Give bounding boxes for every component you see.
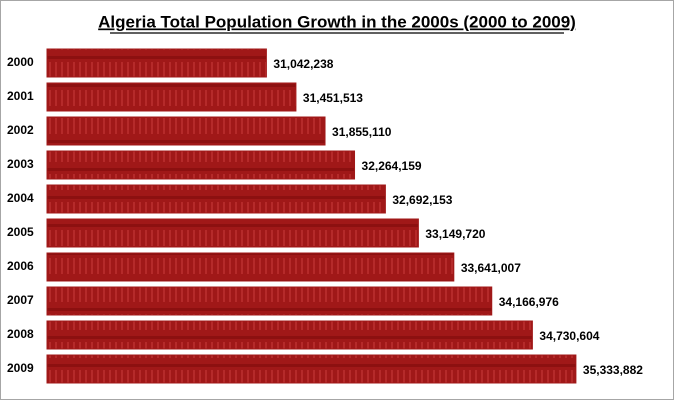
- y-tick-label: 2004: [7, 191, 34, 205]
- data-label: 31,855,110: [332, 125, 392, 139]
- data-label: 33,641,007: [461, 261, 521, 275]
- data-label: 31,451,513: [303, 91, 363, 105]
- bar: [46, 252, 455, 282]
- data-label: 35,333,882: [583, 363, 643, 377]
- chart-title: Algeria Total Population Growth in the 2…: [98, 12, 576, 31]
- y-tick-label: 2001: [7, 89, 34, 103]
- bar: [46, 48, 267, 78]
- y-tick-label: 2000: [7, 55, 34, 69]
- bar: [46, 82, 297, 112]
- data-label: 31,042,238: [273, 57, 333, 71]
- y-tick-label: 2003: [7, 157, 34, 171]
- bar: [46, 184, 386, 214]
- y-tick-label: 2009: [7, 361, 34, 375]
- y-tick-label: 2008: [7, 327, 34, 341]
- y-tick-label: 2002: [7, 123, 34, 137]
- y-tick-label: 2006: [7, 259, 34, 273]
- y-tick-label: 2005: [7, 225, 34, 239]
- y-tick-label: 2007: [7, 293, 34, 307]
- bar: [46, 150, 356, 180]
- data-label: 32,692,153: [392, 193, 452, 207]
- data-label: 34,166,976: [499, 295, 559, 309]
- bar: [46, 116, 326, 146]
- data-label: 34,730,604: [539, 329, 599, 343]
- bar: [46, 354, 577, 384]
- bar: [46, 286, 493, 316]
- bar: [46, 320, 533, 350]
- data-label: 32,264,159: [362, 159, 422, 173]
- data-label: 33,149,720: [425, 227, 485, 241]
- bar: [46, 218, 419, 248]
